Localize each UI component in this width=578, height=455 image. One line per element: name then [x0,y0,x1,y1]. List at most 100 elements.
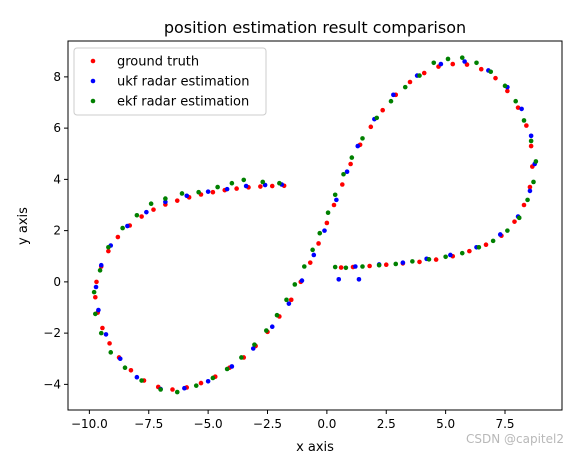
data-point [163,199,168,205]
plot-area-frame [67,40,563,411]
data-point [367,263,372,269]
data-point [348,161,353,167]
data-point [322,228,327,233]
data-point [96,307,101,313]
data-point [360,136,365,141]
data-point [106,244,111,250]
data-point [505,228,510,233]
data-point [417,73,422,78]
data-point [493,75,498,81]
data-point [107,341,112,346]
y-axis-label: y axis [16,207,31,245]
data-point [426,257,432,262]
y-tick-label: 6 [53,121,61,135]
data-point [528,143,534,149]
data-point [524,123,529,128]
legend-box [73,47,267,116]
data-point [93,294,98,300]
data-point [174,389,180,395]
data-point [393,261,399,267]
data-point [239,355,244,360]
data-point [344,169,350,174]
x-tick-label: −7.5 [134,417,163,431]
data-point [229,180,235,186]
data-point [210,189,216,195]
data-point [380,107,385,113]
data-point [274,312,280,318]
data-point [310,247,315,253]
watermark: CSDN @capitel2 [466,432,564,446]
y-tick-label: 8 [53,70,61,84]
data-point [288,297,294,303]
data-point [331,202,337,208]
data-point [433,257,439,262]
legend-items: ground truth ukf radar estimation ekf rada… [90,55,250,110]
data-point [512,219,517,224]
data-point [450,61,456,67]
data-point [355,143,361,149]
data-point [106,248,111,254]
data-point [513,98,518,104]
data-point [269,183,275,189]
data-point [515,105,521,110]
data-point [258,184,263,189]
legend-label: ukf radar estimation [117,75,250,90]
data-point [215,184,220,190]
legend-label: ground truth [117,55,199,70]
data-point [421,70,427,76]
data-point [525,197,530,203]
data-point [125,223,130,229]
data-point [338,265,344,270]
data-point [224,366,230,372]
series-ekf-radar-estimation [91,55,539,395]
data-point [139,378,144,383]
data-point [476,244,482,250]
data-point [117,356,123,362]
x-tick-label: 5.0 [436,417,455,431]
data-point [388,98,394,104]
data-point [98,262,104,268]
data-point [241,177,247,183]
data-point [438,61,444,67]
data-point [91,289,97,295]
data-point [317,230,323,236]
data-point [353,264,358,269]
data-point [410,259,415,264]
data-point [334,197,339,203]
x-axis-ticks: −10.0 −7.5 −5.0 −2.5 0.0 2.5 5.0 7.5 [71,410,515,431]
data-point [521,202,527,208]
y-tick-label: −4 [43,377,61,391]
data-point [286,301,292,306]
data-point [98,330,104,336]
data-point [205,379,211,384]
data-point [400,260,406,265]
data-point [93,284,99,290]
data-point [521,118,527,123]
data-point [139,214,144,219]
data-point [462,59,467,64]
data-point [302,264,307,269]
data-point [299,278,305,283]
data-point [100,325,105,331]
data-point [448,252,453,258]
data-point [341,171,346,177]
y-tick-label: 2 [53,224,61,238]
data-point [527,184,533,190]
data-point [94,279,99,285]
data-point [198,380,204,386]
data-point [250,346,256,351]
data-point [179,191,185,196]
data-point [488,69,494,75]
data-point [264,328,269,333]
data-point [163,196,168,201]
data-point [502,83,508,89]
data-point [134,212,140,218]
data-point [134,374,140,380]
legend: ground truth ukf radar estimation ekf rada… [73,47,267,116]
data-point [103,332,109,337]
data-point [527,188,533,194]
data-point [443,254,448,260]
data-point [284,297,289,303]
data-point [128,367,134,373]
data-point [459,55,465,60]
